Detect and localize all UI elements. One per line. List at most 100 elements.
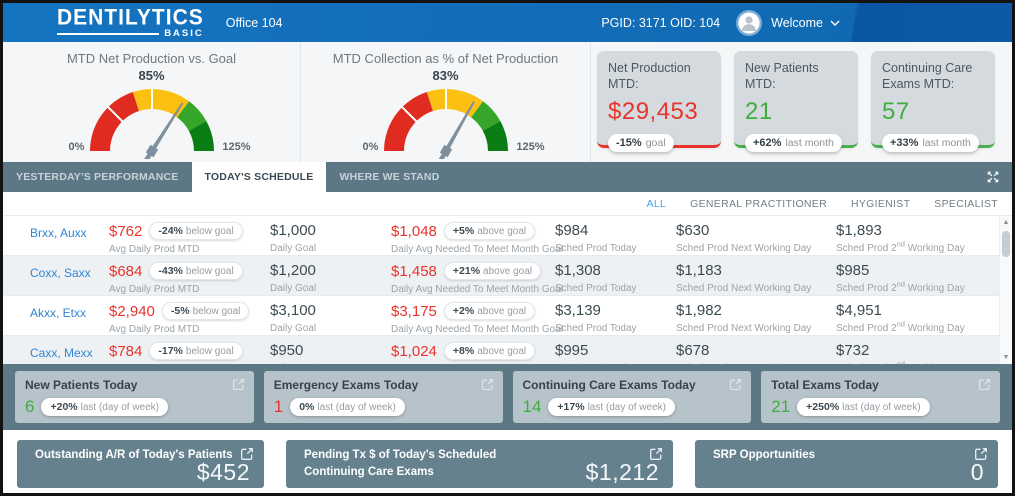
badge-suffix: below goal	[192, 306, 241, 317]
logo-rule	[57, 32, 160, 35]
badge-percent: 0%	[299, 401, 315, 413]
cell-avg-daily-prod: $684 -43% below goal Avg Daily Prod MTD	[109, 262, 270, 295]
cell-sched-prod-next-day: $678 Sched Prod Next Working Day	[676, 342, 836, 364]
gauge-wrap: 83% 0% 125%	[361, 67, 545, 161]
provider-name-cell: Coxx, Saxx	[30, 262, 109, 295]
stat-change-badge: +20% last (day of week)	[41, 398, 168, 416]
column-label: Sched Prod Today	[555, 283, 637, 294]
external-link-icon[interactable]	[481, 378, 494, 396]
external-link-icon[interactable]	[729, 378, 742, 396]
goal-delta-badge: -17% below goal	[149, 342, 243, 360]
stat-card-total-exams: Total Exams Today 21 +250% last (day of w…	[761, 371, 1000, 423]
daily-avg-needed-value: $1,458	[391, 262, 437, 280]
external-link-icon[interactable]	[978, 378, 991, 396]
column-label: Sched Prod 2nd Working Day	[836, 279, 965, 294]
provider-name-link[interactable]: Akxx, Etxx	[30, 306, 87, 320]
provider-table: Brxx, Auxx $762 -24% below goal Avg Daily…	[3, 216, 1012, 364]
scroll-down-arrow[interactable]: ▼	[1002, 354, 1010, 361]
stat-change-badge: +17% last (day of week)	[548, 398, 675, 416]
badge-suffix: last (day of week)	[80, 402, 159, 413]
cell-daily-avg-needed: $3,175 +2% above goal Daily Avg Needed To…	[391, 302, 563, 335]
tab-yesterdays-performance[interactable]: YESTERDAY'S PERFORMANCE	[16, 171, 179, 183]
welcome-menu-label[interactable]: Welcome	[771, 15, 823, 30]
daily-avg-needed-value: $1,024	[391, 342, 437, 360]
today-stats-band: New Patients Today 6 +20% last (day of we…	[3, 364, 1012, 430]
cell-avg-daily-prod: $2,940 -5% below goal Avg Daily Prod MTD	[109, 302, 270, 335]
gauge-net-production: MTD Net Production vs. Goal 85% 0% 125%	[3, 42, 300, 162]
card-srp-opportunities: SRP Opportunities 0	[695, 440, 998, 488]
stat-value: 21	[771, 397, 791, 416]
cell-daily-goal: $1,200 Daily Goal	[270, 262, 391, 295]
scroll-thumb[interactable]	[1002, 231, 1010, 257]
column-label: Sched Prod Next Working Day	[676, 323, 812, 334]
goal-delta-badge: +8% above goal	[443, 342, 536, 360]
daily-goal-value: $1,200	[270, 262, 316, 279]
chevron-down-icon[interactable]	[830, 20, 840, 26]
badge-percent: +8%	[452, 345, 475, 357]
provider-name-link[interactable]: Brxx, Auxx	[30, 226, 87, 240]
stat-card-emergency-exams: Emergency Exams Today 1 0% last (day of w…	[263, 371, 503, 423]
external-link-icon[interactable]	[240, 447, 254, 466]
cell-sched-prod-today: $984 Sched Prod Today	[555, 222, 676, 255]
cell-sched-prod-second-day: $732 Sched Prod 2nd Working Day	[836, 342, 1012, 364]
badge-suffix: last (day of week)	[842, 402, 921, 413]
external-link-icon[interactable]	[232, 378, 245, 396]
filter-hygienist[interactable]: HYGIENIST	[851, 197, 911, 210]
tab-todays-schedule[interactable]: TODAY'S SCHEDULE	[191, 162, 327, 192]
card-outstanding-ar: Outstanding A/R of Today's Patients $452	[17, 440, 264, 488]
provider-name-link[interactable]: Caxx, Mexx	[30, 346, 93, 360]
provider-name-link[interactable]: Coxx, Saxx	[30, 266, 91, 280]
card-title: SRP Opportunities	[713, 449, 816, 461]
daily-avg-needed-value: $3,175	[391, 302, 437, 320]
brand-logo: DENTILYTICS BASIC	[57, 6, 204, 39]
stat-value: 14	[522, 397, 542, 416]
badge-suffix: below goal	[185, 346, 234, 357]
filter-general-practitioner[interactable]: GENERAL PRACTITIONER	[690, 197, 827, 210]
cell-daily-avg-needed: $1,048 +5% above goal Daily Avg Needed To…	[391, 222, 563, 255]
avg-daily-prod-value: $2,940	[109, 302, 155, 320]
badge-suffix: last month	[785, 136, 834, 149]
kpi-label: Net Production MTD:	[608, 61, 691, 92]
scroll-up-arrow[interactable]: ▲	[1002, 219, 1010, 226]
column-label: Sched Prod 2nd Working Day	[836, 239, 965, 254]
column-label: Sched Prod Today	[555, 243, 637, 254]
gauge-title: MTD Net Production vs. Goal	[66, 51, 237, 66]
kpi-card-region: Net Production MTD: $29,453 -15% goal New…	[590, 42, 1012, 162]
badge-suffix: last month	[922, 136, 971, 149]
goal-delta-badge: -43% below goal	[149, 262, 243, 280]
external-link-icon[interactable]	[974, 447, 988, 466]
table-scrollbar[interactable]: ▲ ▼	[999, 216, 1012, 364]
avatar-icon[interactable]	[736, 9, 763, 36]
cell-avg-daily-prod: $762 -24% below goal Avg Daily Prod MTD	[109, 222, 270, 255]
external-link-icon[interactable]	[649, 447, 663, 466]
sched-prod-second-day-value: $4,951	[836, 302, 882, 319]
gauge-chart	[383, 88, 508, 159]
provider-table-viewport: Brxx, Auxx $762 -24% below goal Avg Daily…	[3, 216, 1012, 364]
stat-title: New Patients Today	[25, 378, 138, 392]
cell-daily-avg-needed: $1,458 +21% above goal Daily Avg Needed T…	[391, 262, 563, 295]
goal-delta-badge: +21% above goal	[443, 262, 541, 280]
gauge-value-label: 83%	[432, 68, 459, 83]
sched-prod-today-value: $995	[555, 342, 589, 359]
badge-percent: +5%	[452, 225, 475, 237]
cell-sched-prod-second-day: $4,951 Sched Prod 2nd Working Day	[836, 302, 1012, 335]
cell-avg-daily-prod: $784 -17%below goal Avg Daily Prod MTD	[109, 342, 270, 364]
pgid-oid-label: PGID: 3171 OID: 104	[601, 15, 721, 30]
provider-filter-bar: ALL GENERAL PRACTITIONER HYGIENIST SPECI…	[3, 192, 1012, 216]
filter-all[interactable]: ALL	[646, 197, 667, 210]
expand-icon[interactable]	[986, 170, 1000, 184]
tab-where-we-stand[interactable]: WHERE WE STAND	[339, 171, 440, 183]
filter-specialist[interactable]: SPECIALIST	[934, 197, 998, 210]
cell-sched-prod-today: $1,308 Sched Prod Today	[555, 262, 676, 295]
badge-percent: -5%	[170, 305, 190, 317]
goal-delta-badge: +2% above goal	[443, 302, 536, 320]
cell-daily-goal: $3,100 Daily Goal	[270, 302, 391, 335]
top-right-group: PGID: 3171 OID: 104 Welcome	[601, 9, 840, 36]
gauge-value-label: 85%	[138, 68, 165, 83]
stat-value: 1	[273, 397, 284, 416]
expand-button[interactable]	[974, 162, 1012, 192]
logo-subtext: BASIC	[164, 27, 204, 39]
badge-percent: -24%	[158, 225, 183, 237]
provider-name-cell: Caxx, Mexx	[30, 342, 109, 364]
column-label: Daily Avg Needed To Meet Month Goal	[391, 284, 563, 295]
